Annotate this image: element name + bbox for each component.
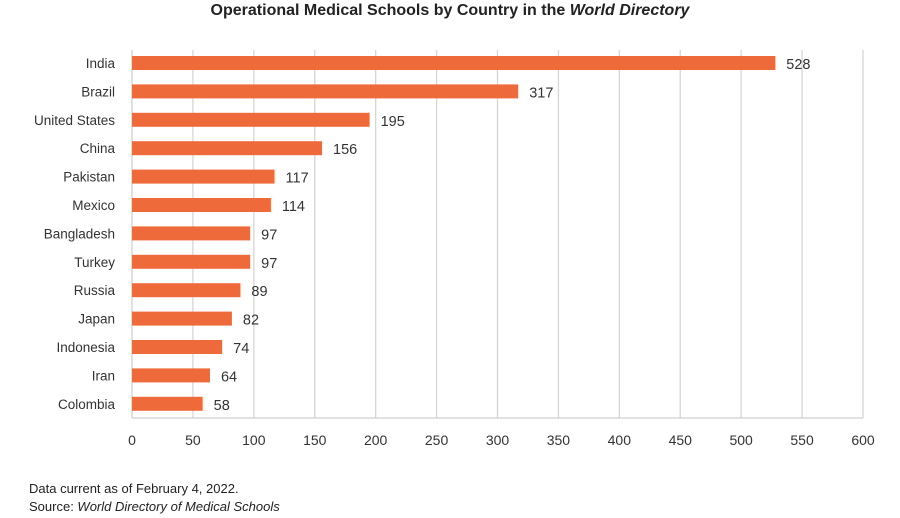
data-label: 195 <box>381 114 405 130</box>
y-category-label: United States <box>34 113 115 128</box>
y-category-label: Colombia <box>58 397 116 412</box>
x-tick-label: 600 <box>851 432 875 448</box>
bar <box>132 396 203 411</box>
data-label: 58 <box>214 398 230 414</box>
y-category-label: China <box>80 141 116 156</box>
data-label: 528 <box>786 57 810 73</box>
data-label: 317 <box>529 85 553 101</box>
x-tick-label: 50 <box>185 432 201 448</box>
y-category-label: Bangladesh <box>44 226 115 241</box>
x-tick-label: 100 <box>242 432 266 448</box>
source-name: World Directory of Medical Schools <box>77 499 280 514</box>
chart-title: Operational Medical Schools by Country i… <box>0 2 900 20</box>
y-category-label: Pakistan <box>63 170 115 185</box>
source-note: Source: World Directory of Medical Schoo… <box>29 499 280 514</box>
bar <box>132 112 370 127</box>
data-label: 89 <box>251 284 267 300</box>
data-label: 156 <box>333 142 357 158</box>
data-label: 74 <box>233 341 249 357</box>
y-category-label: Iran <box>92 368 115 383</box>
x-tick-label: 550 <box>790 432 814 448</box>
title-text: Operational Medical Schools by Country i… <box>210 2 570 19</box>
title-italic: World Directory <box>569 2 690 19</box>
x-tick-label: 450 <box>669 432 693 448</box>
bar <box>132 198 271 212</box>
x-tick-label: 500 <box>729 432 753 448</box>
x-tick-label: 150 <box>303 432 327 448</box>
data-label: 97 <box>261 256 277 272</box>
bar <box>132 226 251 241</box>
y-category-label: Mexico <box>72 198 115 213</box>
x-tick-label: 0 <box>128 432 136 448</box>
bar <box>132 56 776 70</box>
y-category-label: Brazil <box>81 84 115 99</box>
bar <box>132 311 232 326</box>
bar <box>132 254 251 269</box>
bar <box>132 169 275 184</box>
data-label: 117 <box>286 171 309 187</box>
bar <box>132 141 323 156</box>
x-tick-label: 200 <box>364 432 388 448</box>
data-label: 97 <box>261 227 277 243</box>
bar <box>132 340 223 354</box>
data-label: 82 <box>243 313 259 329</box>
y-category-label: Indonesia <box>56 340 115 355</box>
x-tick-label: 400 <box>608 432 632 448</box>
y-category-label: Japan <box>78 312 115 327</box>
data-label: 114 <box>282 199 305 215</box>
y-category-label: Turkey <box>74 255 115 270</box>
data-label: 64 <box>221 369 237 385</box>
source-prefix: Source: <box>29 499 78 514</box>
bar <box>132 368 210 383</box>
bar <box>132 283 241 298</box>
bar <box>132 84 519 99</box>
x-tick-label: 300 <box>486 432 510 448</box>
data-note: Data current as of February 4, 2022. <box>29 481 239 496</box>
y-category-label: India <box>86 56 116 71</box>
x-tick-label: 350 <box>547 432 571 448</box>
x-tick-label: 250 <box>425 432 449 448</box>
y-category-label: Russia <box>74 283 116 298</box>
